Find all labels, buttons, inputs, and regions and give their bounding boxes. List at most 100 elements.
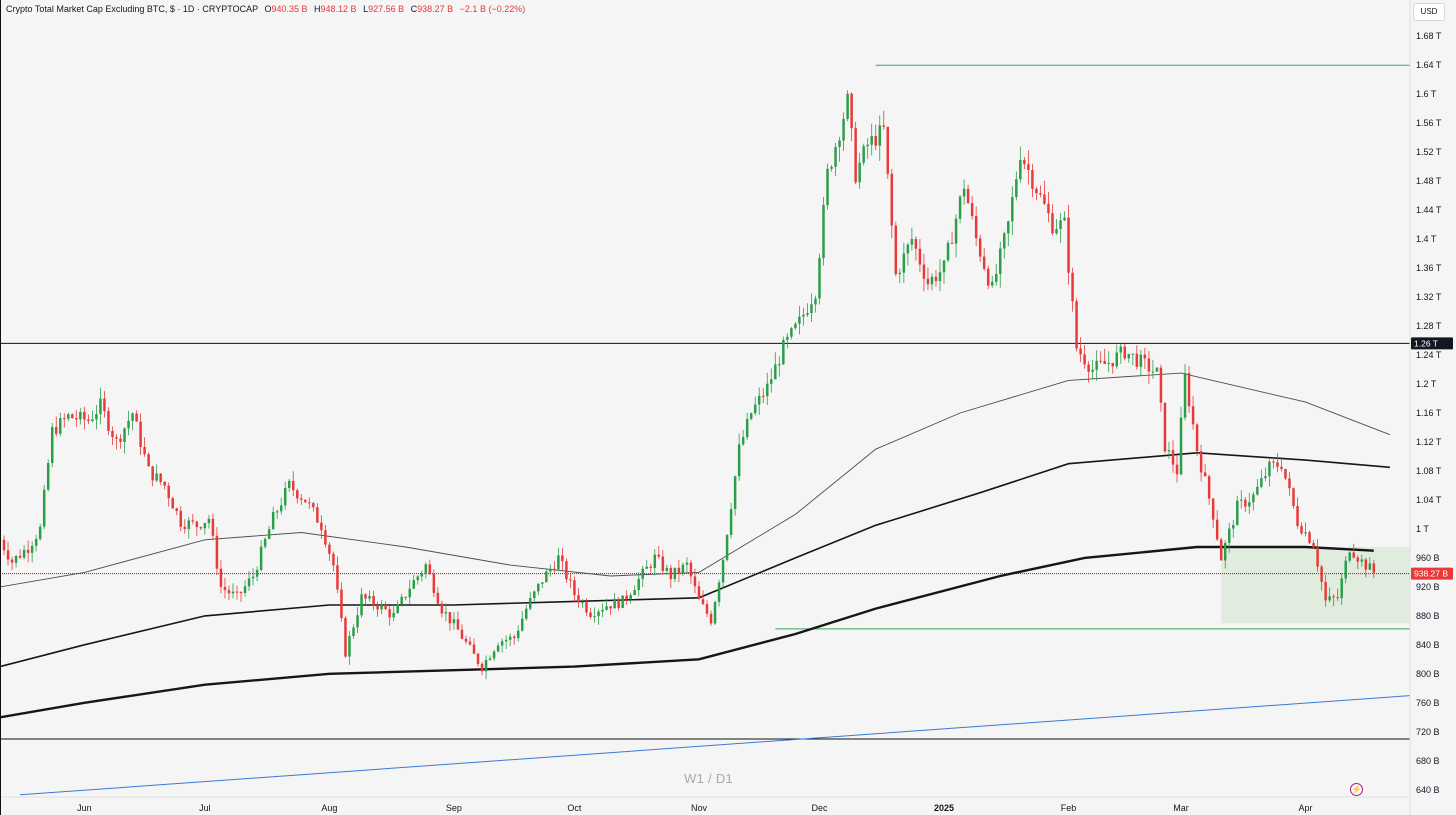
candle-body bbox=[814, 298, 817, 305]
candle bbox=[902, 242, 906, 283]
candle bbox=[239, 591, 243, 603]
candle-body bbox=[553, 568, 556, 570]
candle-body bbox=[251, 576, 255, 579]
candle bbox=[669, 564, 673, 588]
candle-body bbox=[476, 653, 480, 664]
y-tick-label: 760 B bbox=[1416, 698, 1440, 708]
candle bbox=[717, 579, 721, 607]
candle-body bbox=[54, 427, 58, 434]
candle-body bbox=[854, 128, 857, 183]
candle-body bbox=[762, 395, 765, 397]
candle bbox=[516, 625, 520, 642]
candle-body bbox=[878, 125, 881, 146]
candle-body bbox=[1223, 542, 1227, 561]
candle-body bbox=[10, 559, 14, 563]
candle-body bbox=[1059, 220, 1062, 230]
lightning-icon[interactable]: ⚡ bbox=[1350, 783, 1363, 796]
candle-body bbox=[1087, 364, 1090, 372]
candle-body bbox=[581, 602, 584, 604]
chart-legend: Crypto Total Market Cap Excluding BTC, $… bbox=[6, 4, 525, 14]
candle bbox=[50, 423, 54, 468]
candle-body bbox=[59, 418, 62, 434]
y-tick-label: 1.24 T bbox=[1416, 350, 1442, 360]
candle-body bbox=[1055, 229, 1058, 234]
candle-body bbox=[999, 248, 1002, 274]
candle-body bbox=[1111, 362, 1114, 367]
candle-body bbox=[890, 173, 894, 226]
candle bbox=[175, 507, 178, 516]
candle-body bbox=[83, 411, 86, 420]
candle-body bbox=[95, 414, 98, 420]
candle-body bbox=[657, 554, 661, 557]
candle bbox=[328, 542, 331, 562]
candle-body bbox=[942, 260, 946, 273]
y-tick-label: 720 B bbox=[1416, 727, 1440, 737]
candle-body bbox=[255, 569, 259, 577]
candle-body bbox=[721, 559, 725, 583]
candle bbox=[167, 482, 170, 507]
candle-body bbox=[954, 218, 958, 244]
candle bbox=[392, 604, 395, 622]
candle-body bbox=[862, 146, 865, 163]
candle bbox=[63, 413, 66, 428]
y-tick-label: 960 B bbox=[1416, 553, 1440, 563]
candle-body bbox=[741, 437, 745, 445]
candle-body bbox=[577, 595, 580, 603]
candle bbox=[1296, 497, 1299, 529]
candle-body bbox=[1364, 559, 1368, 570]
candle bbox=[1023, 157, 1026, 170]
candle bbox=[1047, 191, 1050, 222]
candle bbox=[786, 333, 789, 349]
candle-body bbox=[103, 398, 106, 412]
candle bbox=[247, 571, 251, 591]
y-tick-label: 1.6 T bbox=[1416, 89, 1437, 99]
candle bbox=[565, 558, 568, 583]
candle-body bbox=[239, 591, 243, 594]
candle-body bbox=[962, 188, 966, 197]
candle bbox=[424, 562, 428, 579]
candle bbox=[1248, 492, 1251, 515]
candle-body bbox=[115, 437, 118, 439]
candle-body bbox=[211, 518, 215, 536]
candle bbox=[336, 556, 339, 594]
candle-body bbox=[906, 244, 910, 254]
x-tick-label: Aug bbox=[321, 803, 337, 813]
candle-body bbox=[167, 485, 170, 499]
x-tick-label: Jun bbox=[77, 803, 92, 813]
candle-body bbox=[1203, 472, 1207, 477]
candle-body bbox=[26, 549, 30, 553]
candle-body bbox=[1183, 372, 1187, 418]
candle bbox=[617, 597, 620, 611]
candle-body bbox=[408, 588, 411, 598]
candle-body bbox=[508, 636, 512, 640]
currency-button[interactable]: USD bbox=[1413, 3, 1445, 21]
candle-body bbox=[1031, 170, 1034, 189]
candle-body bbox=[673, 567, 677, 580]
candle-body bbox=[175, 508, 178, 511]
candle bbox=[1043, 180, 1046, 206]
candle-body bbox=[1035, 188, 1038, 194]
candle-body bbox=[396, 604, 399, 613]
candle-body bbox=[794, 323, 797, 329]
symbol-title[interactable]: Crypto Total Market Cap Excluding BTC, $… bbox=[6, 4, 258, 14]
candle bbox=[372, 590, 375, 611]
candle bbox=[300, 494, 303, 506]
candle bbox=[203, 522, 207, 535]
candle bbox=[460, 624, 464, 640]
candle-body bbox=[838, 140, 841, 147]
candle-body bbox=[621, 595, 624, 608]
candle-body bbox=[990, 281, 994, 286]
candle-body bbox=[231, 591, 235, 594]
candle bbox=[1155, 367, 1159, 372]
candle-body bbox=[934, 276, 938, 282]
candle bbox=[930, 273, 934, 291]
candle-body bbox=[1071, 272, 1074, 302]
candle-body bbox=[1300, 525, 1303, 534]
y-tick-label: 1.2 T bbox=[1416, 379, 1437, 389]
candle-body bbox=[308, 502, 311, 504]
candle bbox=[1151, 359, 1155, 379]
candle-body bbox=[1107, 362, 1110, 364]
candle bbox=[770, 368, 773, 393]
